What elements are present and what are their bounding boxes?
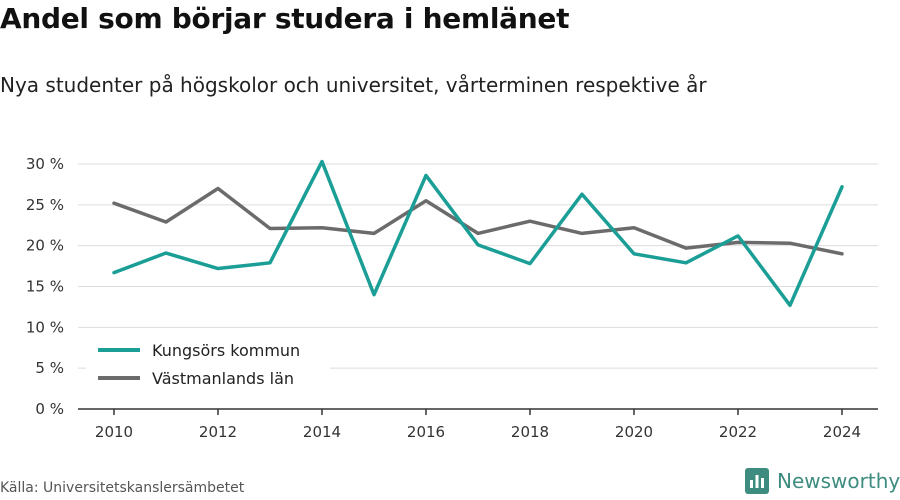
y-tick-label: 10 % [26,318,64,336]
chart-title: Andel som börjar studera i hemlänet [0,2,570,35]
x-tick-label: 2020 [615,423,653,441]
y-tick-label: 20 % [26,237,64,255]
brand-logo: Newsworthy [745,468,900,494]
line-chart: 0 % 5 % 10 % 15 % 20 % 25 % 30 % 2010 2012 2014 20… [26,155,878,441]
y-tick-label: 5 % [35,359,64,377]
bar-chart-icon [745,468,769,494]
x-tick-label: 2018 [511,423,549,441]
chart-subtitle: Nya studenter på högskolor och universit… [0,73,707,97]
source-text: Källa: Universitetskanslersämbetet [0,480,245,496]
x-tick-label: 2014 [303,423,341,441]
y-tick-label: 0 % [35,400,64,418]
x-tick-label: 2016 [407,423,445,441]
x-tick-label: 2024 [823,423,861,441]
y-tick-label: 25 % [26,196,64,214]
series-line-kungsor [112,159,844,308]
brand-name: Newsworthy [777,469,900,493]
y-tick-label: 30 % [26,155,64,173]
x-tick-label: 2022 [719,423,757,441]
x-tick-label: 2010 [95,423,133,441]
legend-label: Kungsörs kommun [152,341,300,360]
x-tick-label: 2012 [199,423,237,441]
legend-label: Västmanlands län [152,369,294,388]
y-tick-label: 15 % [26,278,64,296]
